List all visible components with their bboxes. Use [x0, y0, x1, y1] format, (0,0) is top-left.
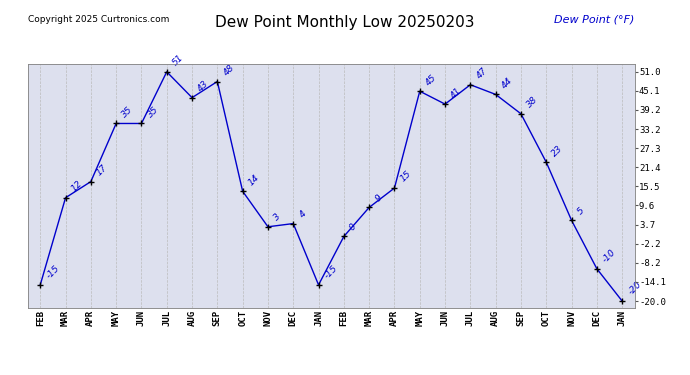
Text: -15: -15 — [44, 264, 61, 281]
Text: 4: 4 — [297, 209, 308, 219]
Text: Copyright 2025 Curtronics.com: Copyright 2025 Curtronics.com — [28, 15, 169, 24]
Text: 35: 35 — [146, 105, 160, 119]
Text: 38: 38 — [525, 95, 540, 109]
Text: 17: 17 — [95, 163, 110, 177]
Text: 3: 3 — [272, 212, 282, 223]
Text: 51: 51 — [171, 53, 186, 68]
Text: 41: 41 — [449, 86, 464, 100]
Text: Dew Point Monthly Low 20250203: Dew Point Monthly Low 20250203 — [215, 15, 475, 30]
Text: -15: -15 — [323, 264, 339, 281]
Text: 47: 47 — [475, 66, 489, 81]
Text: 48: 48 — [221, 63, 236, 77]
Text: 43: 43 — [196, 79, 210, 93]
Text: Dew Point (°F): Dew Point (°F) — [555, 15, 635, 25]
Text: 15: 15 — [399, 170, 413, 184]
Text: -10: -10 — [601, 248, 618, 265]
Text: 45: 45 — [424, 72, 438, 87]
Text: 9: 9 — [373, 193, 384, 203]
Text: 12: 12 — [70, 179, 84, 194]
Text: 14: 14 — [247, 172, 262, 187]
Text: 35: 35 — [120, 105, 135, 119]
Text: 0: 0 — [348, 222, 358, 232]
Text: 44: 44 — [500, 76, 514, 90]
Text: -20: -20 — [627, 280, 643, 297]
Text: 23: 23 — [551, 144, 565, 158]
Text: 5: 5 — [575, 206, 586, 216]
